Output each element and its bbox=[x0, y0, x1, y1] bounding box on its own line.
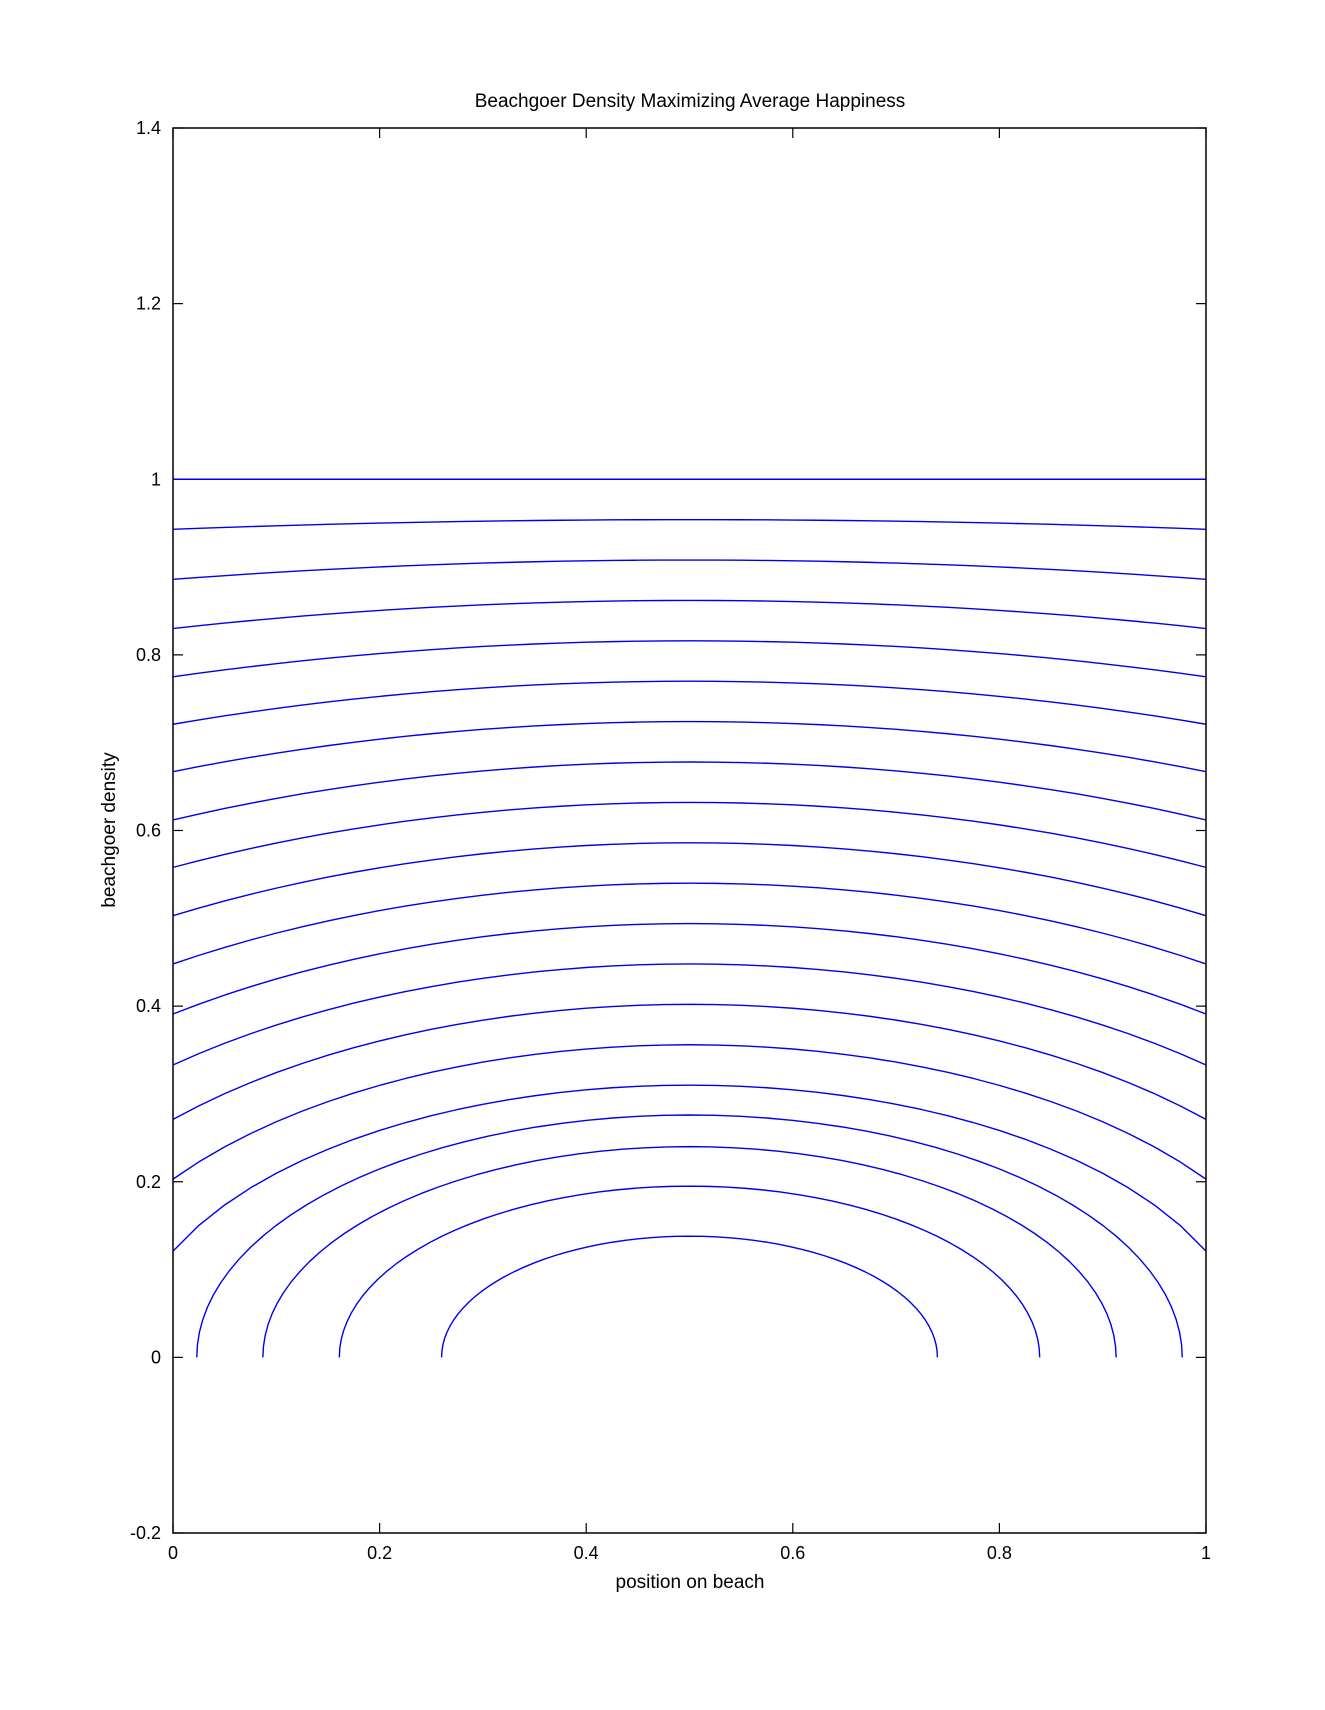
y-tick-label: 0.6 bbox=[136, 821, 161, 841]
series-line-12 bbox=[172, 922, 1207, 1015]
y-tick-label: 0 bbox=[151, 1347, 161, 1367]
y-tick-label: 1.2 bbox=[136, 294, 161, 314]
series-line-7 bbox=[172, 720, 1207, 773]
x-tick-label: 0.6 bbox=[780, 1543, 805, 1563]
x-tick-label: 0.2 bbox=[367, 1543, 392, 1563]
y-tick-label: 0.8 bbox=[136, 645, 161, 665]
chart-title: Beachgoer Density Maximizing Average Hap… bbox=[475, 91, 906, 112]
series-line-8 bbox=[172, 761, 1207, 821]
y-tick-label: 1 bbox=[151, 469, 161, 489]
series-line-16 bbox=[172, 1084, 1207, 1252]
series-line-20 bbox=[440, 1235, 939, 1358]
y-axis-label: beachgoer density bbox=[99, 752, 120, 908]
x-axis-label: position on beach bbox=[616, 1572, 765, 1593]
x-tick-label: 0.4 bbox=[574, 1543, 599, 1563]
series-line-9 bbox=[172, 801, 1207, 869]
y-tick-label: 0.4 bbox=[136, 996, 161, 1016]
y-tick-label: -0.2 bbox=[130, 1523, 161, 1543]
series-line-5 bbox=[172, 640, 1207, 678]
x-tick-label: 1 bbox=[1201, 1543, 1211, 1563]
x-tick-label: 0.8 bbox=[987, 1543, 1012, 1563]
series-line-6 bbox=[172, 680, 1207, 725]
x-tick-label: 0 bbox=[168, 1543, 178, 1563]
series-line-10 bbox=[172, 842, 1207, 917]
series-line-19 bbox=[338, 1185, 1041, 1358]
series-line-3 bbox=[172, 559, 1207, 581]
series-line-18 bbox=[262, 1145, 1117, 1358]
series-line-15 bbox=[172, 1044, 1207, 1180]
axis-ticks: 0 0.2 0.4 0.6 0.8 1 -0.2 0 0.2 0.4 0.6 0.8 1 1.2 1.4 bbox=[130, 118, 1211, 1563]
series-line-14 bbox=[172, 1003, 1207, 1121]
series-line-17 bbox=[196, 1114, 1183, 1358]
series-line-13 bbox=[172, 963, 1207, 1066]
plot-frame bbox=[172, 127, 1207, 1534]
series-line-4 bbox=[172, 599, 1207, 630]
series-line-11 bbox=[172, 882, 1207, 965]
series-lines bbox=[172, 478, 1207, 1358]
series-line-2 bbox=[172, 518, 1207, 530]
y-tick-label: 0.2 bbox=[136, 1172, 161, 1192]
y-tick-label: 1.4 bbox=[136, 118, 161, 138]
